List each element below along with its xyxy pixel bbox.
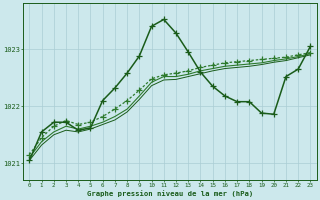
X-axis label: Graphe pression niveau de la mer (hPa): Graphe pression niveau de la mer (hPa) — [87, 190, 253, 197]
